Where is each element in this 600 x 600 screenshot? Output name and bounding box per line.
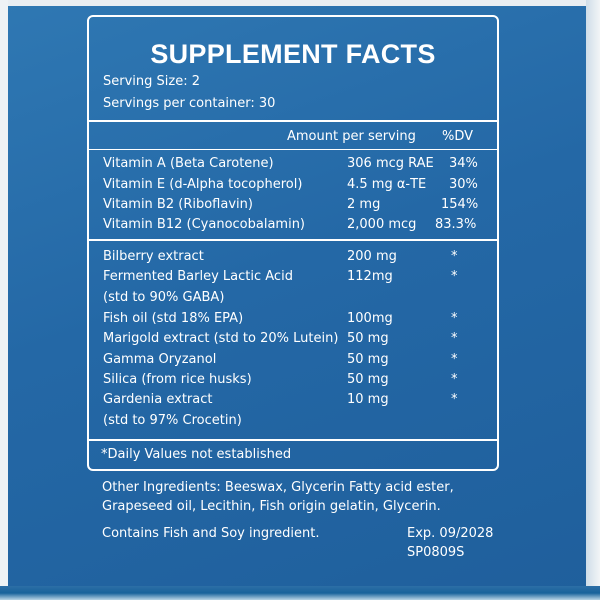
vitamin-dv: 83.3% [435, 217, 477, 232]
box-bottom-edge [0, 586, 600, 600]
ingredient-name: Fish oil (std 18% EPA) [103, 311, 244, 326]
ingredient-dv: * [451, 392, 458, 407]
vitamin-amount: 306 mcg RAE [347, 156, 434, 171]
ingredient-amount: 50 mg [347, 372, 389, 387]
vitamin-dv: 30% [449, 177, 478, 192]
backdrop-right-edge [586, 0, 600, 600]
ingredient-dv: * [451, 372, 458, 387]
serving-size: Serving Size: 2 [103, 74, 200, 89]
ingredient-amount: 50 mg [347, 331, 389, 346]
ingredient-name: Gamma Oryzanol [103, 352, 217, 367]
divider-top [89, 120, 497, 122]
ingredient-name: Fermented Barley Lactic Acid [103, 269, 293, 284]
panel-title: SUPPLEMENT FACTS [150, 39, 436, 69]
vitamin-dv: 154% [441, 197, 479, 212]
ingredient-amount: 10 mg [347, 392, 389, 407]
ingredient-name: Gardenia extract [103, 392, 213, 407]
vitamin-amount: 4.5 mg α-TE [347, 177, 427, 192]
ingredient-amount: 200 mg [347, 249, 397, 264]
vitamin-dv: 34% [449, 156, 478, 171]
ingredient-name: (std to 97% Crocetin) [103, 413, 242, 428]
footnote: *Daily Values not established [101, 447, 292, 462]
other-ingredients-line1: Other Ingredients: Beeswax, Glycerin Fat… [102, 480, 454, 495]
ingredient-dv: * [451, 352, 458, 367]
backdrop-left-edge [0, 0, 8, 600]
ingredient-amount: 112mg [347, 269, 393, 284]
servings-per-container: Servings per container: 30 [103, 96, 276, 111]
vitamin-name: Vitamin E (d-Alpha tocopherol) [103, 177, 303, 192]
divider-footnote [89, 439, 497, 441]
header-dv: %DV [442, 129, 474, 144]
vitamin-name: Vitamin B2 (Riboflavin) [103, 197, 253, 212]
supplement-facts-panel: SUPPLEMENT FACTS Serving Size: 2 Serving… [87, 15, 499, 471]
vitamin-amount: 2,000 mcg [347, 217, 417, 232]
ingredient-name: Silica (from rice husks) [103, 372, 252, 387]
ingredient-dv: * [451, 269, 458, 284]
divider-vitamins [89, 239, 497, 241]
ingredient-amount: 100mg [347, 311, 393, 326]
header-amount: Amount per serving [287, 129, 416, 144]
expiry-date: Exp. 09/2028 [407, 526, 494, 541]
ingredient-name: (std to 90% GABA) [103, 290, 225, 305]
other-ingredients-line2: Grapeseed oil, Lecithin, Fish origin gel… [102, 499, 441, 514]
vitamin-amount: 2 mg [347, 197, 381, 212]
ingredient-name: Marigold extract (std to 20% Lutein) [103, 331, 339, 346]
ingredient-name: Bilberry extract [103, 249, 204, 264]
divider-header [89, 149, 497, 150]
vitamin-name: Vitamin A (Beta Carotene) [103, 156, 274, 171]
allergen-statement: Contains Fish and Soy ingredient. [102, 526, 320, 541]
vitamin-name: Vitamin B12 (Cyanocobalamin) [103, 217, 306, 232]
ingredient-dv: * [451, 331, 458, 346]
ingredient-dv: * [451, 311, 458, 326]
backdrop-top-edge [0, 0, 600, 6]
ingredient-amount: 50 mg [347, 352, 389, 367]
ingredient-dv: * [451, 249, 458, 264]
lot-number: SP0809S [407, 545, 465, 560]
